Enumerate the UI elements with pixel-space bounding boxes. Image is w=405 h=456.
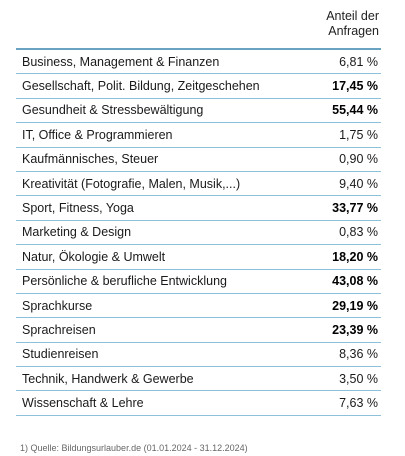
row-category-label: Sprachkurse <box>22 298 93 313</box>
table-row: Business, Management & Finanzen 6,81 % <box>16 50 381 75</box>
table-row: Sport, Fitness, Yoga 33,77 % <box>16 196 381 221</box>
row-share-value: 6,81 % <box>339 54 378 69</box>
row-category-label: Technik, Handwerk & Gewerbe <box>22 371 194 386</box>
column-header-line1: Anteil der <box>326 9 379 23</box>
table-row: Kaufmännisches, Steuer 0,90 % <box>16 148 381 172</box>
row-category-label: Wissenschaft & Lehre <box>22 396 144 411</box>
row-category-label: Marketing & Design <box>22 225 132 240</box>
table-row: Marketing & Design 0,83 % <box>16 221 381 246</box>
row-share-value: 23,39 % <box>332 322 378 337</box>
row-category-label: Gesellschaft, Polit. Bildung, Zeitgesche… <box>22 79 260 94</box>
row-share-value: 1,75 % <box>339 127 378 142</box>
row-category-label: Kaufmännisches, Steuer <box>22 152 159 167</box>
row-category-label: Studienreisen <box>22 347 99 362</box>
row-share-value: 43,08 % <box>332 274 378 289</box>
table-row: Sprachkurse 29,19 % <box>16 294 381 319</box>
row-share-value: 9,40 % <box>339 176 378 191</box>
table-row: Studienreisen 8,36 % <box>16 343 381 368</box>
row-category-label: IT, Office & Programmieren <box>22 127 173 142</box>
row-share-value: 33,77 % <box>332 201 378 216</box>
table-row: Technik, Handwerk & Gewerbe 3,50 % <box>16 367 381 392</box>
row-category-label: Sprachreisen <box>22 322 96 337</box>
row-category-label: Persönliche & berufliche Entwicklung <box>22 274 227 289</box>
table-row: Wissenschaft & Lehre 7,63 % <box>16 391 381 416</box>
row-share-value: 3,50 % <box>339 371 378 386</box>
row-share-value: 55,44 % <box>332 103 378 118</box>
table-row: Natur, Ökologie & Umwelt 18,20 % <box>16 245 381 270</box>
requests-table: Anteil der Anfragen Business, Management… <box>16 8 381 416</box>
row-share-value: 0,83 % <box>339 225 378 240</box>
row-category-label: Kreativität (Fotografie, Malen, Musik,..… <box>22 176 241 191</box>
row-share-value: 0,90 % <box>339 152 378 167</box>
row-share-value: 8,36 % <box>339 347 378 362</box>
row-share-value: 29,19 % <box>332 298 378 313</box>
row-share-value: 17,45 % <box>332 79 378 94</box>
table-header: Anteil der Anfragen <box>16 8 381 50</box>
table-row: Persönliche & berufliche Entwicklung 43,0… <box>16 270 381 294</box>
table-row: Sprachreisen 23,39 % <box>16 318 381 343</box>
row-category-label: Sport, Fitness, Yoga <box>22 201 134 216</box>
row-category-label: Gesundheit & Stressbewältigung <box>22 103 204 118</box>
source-footnote: 1) Quelle: Bildungsurlauber.de (01.01.20… <box>20 443 248 453</box>
table-row: Gesellschaft, Polit. Bildung, Zeitgesche… <box>16 74 381 99</box>
row-share-value: 18,20 % <box>332 249 378 264</box>
column-header-share: Anteil der Anfragen <box>326 8 381 48</box>
row-category-label: Natur, Ökologie & Umwelt <box>22 249 166 264</box>
table-row: Kreativität (Fotografie, Malen, Musik,..… <box>16 172 381 197</box>
row-share-value: 7,63 % <box>339 396 378 411</box>
row-category-label: Business, Management & Finanzen <box>22 54 220 69</box>
table-body: Business, Management & Finanzen 6,81 % Ges… <box>16 50 381 416</box>
table-row: IT, Office & Programmieren 1,75 % <box>16 123 381 148</box>
table-row: Gesundheit & Stressbewältigung 55,44 % <box>16 99 381 124</box>
column-header-line2: Anfragen <box>328 24 379 38</box>
